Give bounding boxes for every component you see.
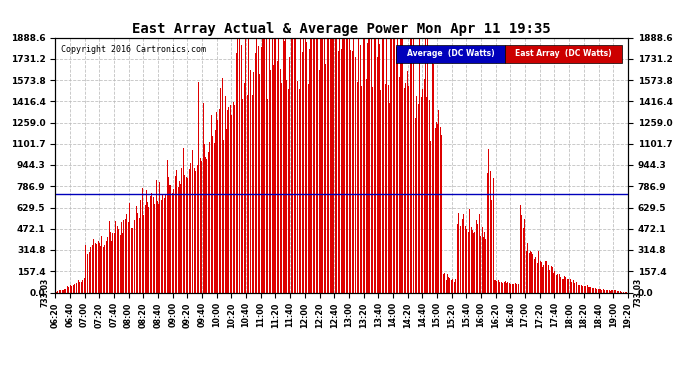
Title: East Array Actual & Average Power Mon Apr 11 19:35: East Array Actual & Average Power Mon Ap…: [132, 22, 551, 36]
Text: 733.03: 733.03: [41, 278, 50, 307]
Text: Average  (DC Watts): Average (DC Watts): [406, 50, 494, 58]
Text: East Array  (DC Watts): East Array (DC Watts): [515, 50, 612, 58]
FancyBboxPatch shape: [505, 45, 622, 63]
Text: Copyright 2016 Cartronics.com: Copyright 2016 Cartronics.com: [61, 45, 206, 54]
Text: 733.03: 733.03: [633, 278, 642, 307]
FancyBboxPatch shape: [396, 45, 505, 63]
